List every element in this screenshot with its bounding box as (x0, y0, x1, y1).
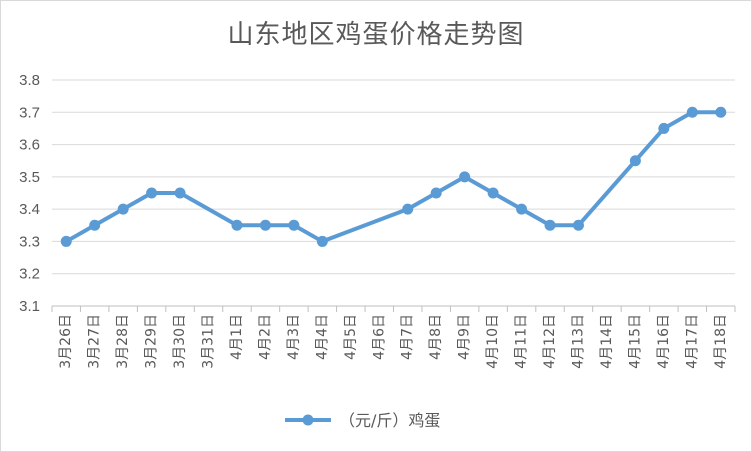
data-point (316, 235, 328, 247)
x-tick-label: 4月7日 (400, 314, 416, 360)
data-point (487, 187, 499, 199)
x-tick-label: 4月11日 (514, 314, 530, 369)
x-tick-label: 4月1日 (229, 314, 245, 360)
x-tick-label: 4月5日 (343, 314, 359, 360)
plot-area (60, 106, 727, 247)
x-tick-label: 3月30日 (172, 314, 188, 369)
y-tick-label: 3.6 (19, 137, 40, 154)
x-tick-label: 4月13日 (570, 314, 586, 369)
x-tick-label: 4月18日 (713, 314, 729, 369)
data-point (658, 122, 670, 134)
x-tick-label: 4月10日 (485, 314, 501, 369)
y-tick-label: 3.8 (19, 72, 40, 89)
data-point (516, 203, 528, 215)
data-point (459, 171, 471, 183)
x-tick-label: 4月17日 (684, 314, 700, 369)
data-point (430, 187, 442, 199)
data-point (117, 203, 129, 215)
data-point (686, 106, 698, 118)
data-point (288, 219, 300, 231)
y-tick-label: 3.2 (19, 266, 40, 283)
data-point (544, 219, 556, 231)
data-point (715, 106, 727, 118)
x-tick-label: 4月4日 (314, 314, 330, 360)
data-point (402, 203, 414, 215)
y-tick-label: 3.4 (19, 201, 40, 218)
x-tick-label: 3月27日 (87, 314, 103, 369)
y-tick-label: 3.7 (19, 104, 40, 121)
x-tick-label: 3月28日 (115, 314, 131, 369)
data-point (572, 219, 584, 231)
chart-title: 山东地区鸡蛋价格走势图 (227, 20, 525, 50)
y-axis: 3.1 3.2 3.3 3.4 3.5 3.6 3.7 3.8 (19, 72, 40, 315)
data-point (60, 235, 72, 247)
x-tick-label: 3月26日 (58, 314, 74, 369)
data-point (89, 219, 101, 231)
data-point (231, 219, 243, 231)
x-tick-label: 4月16日 (656, 314, 672, 369)
x-tick-label: 4月8日 (428, 314, 444, 360)
data-point (146, 187, 158, 199)
data-point (629, 155, 641, 167)
y-tick-label: 3.1 (19, 298, 40, 315)
legend-label: （元/斤）鸡蛋 (339, 411, 440, 430)
x-tick-label: 3月29日 (144, 314, 160, 369)
x-tick-label: 4月12日 (542, 314, 558, 369)
x-tick-label: 4月3日 (286, 314, 302, 360)
grid-lines (52, 79, 735, 307)
data-point (259, 219, 271, 231)
x-tick-label: 3月31日 (201, 314, 217, 369)
legend-marker (302, 414, 314, 426)
legend: （元/斤）鸡蛋 (285, 411, 440, 430)
x-axis: 3月26日 3月27日 3月28日 3月29日 3月30日 3月31日 4月1日 4月2日 4月… (51, 306, 736, 369)
x-tick-label: 4月6日 (371, 314, 387, 360)
x-tick-label: 4月9日 (457, 314, 473, 360)
x-tick-label: 4月2日 (257, 314, 273, 360)
y-tick-label: 3.3 (19, 233, 40, 250)
data-point (174, 187, 186, 199)
x-tick-label: 4月14日 (599, 314, 615, 369)
x-tick-label: 4月15日 (627, 314, 643, 369)
y-tick-label: 3.5 (19, 169, 40, 186)
